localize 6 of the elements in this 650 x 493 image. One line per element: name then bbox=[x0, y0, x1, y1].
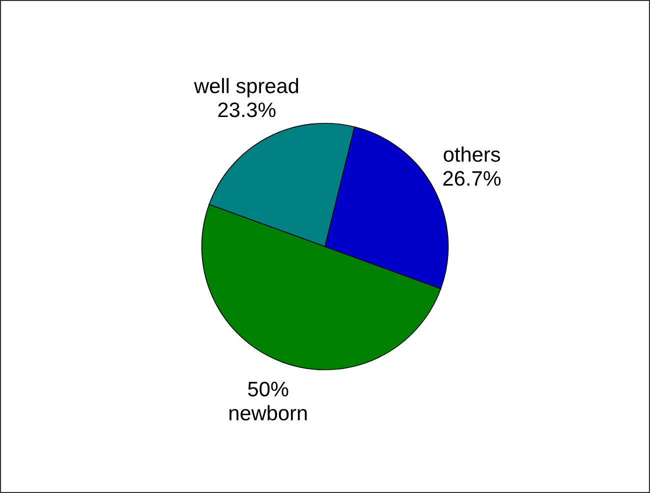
data-label: 50% bbox=[248, 382, 288, 396]
slice-label: well spread bbox=[194, 78, 298, 98]
slice-label: others bbox=[444, 146, 500, 162]
slice-label: newborn bbox=[230, 405, 307, 420]
data-label: 26.7% bbox=[443, 171, 501, 186]
data-label: 23.3% bbox=[218, 102, 276, 118]
